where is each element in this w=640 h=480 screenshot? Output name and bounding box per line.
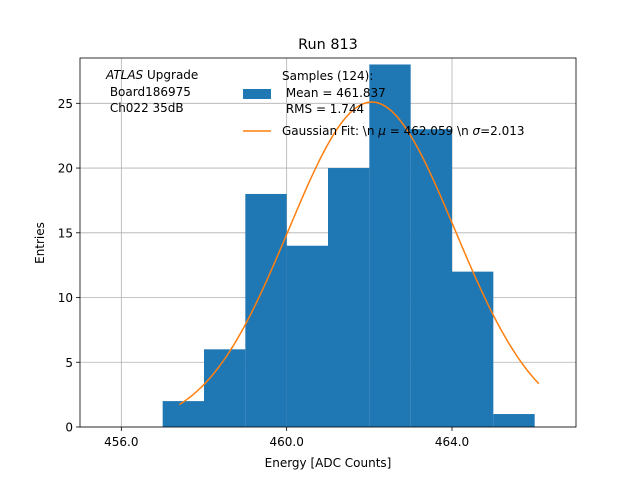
histogram-bar-3 (245, 193, 287, 427)
board-label: Board186975 (106, 85, 191, 99)
legend: Samples (124): Mean = 461.837 RMS = 1.74… (243, 69, 525, 138)
y-tick-label-0: 0 (65, 421, 73, 435)
atlas-label: ATLAS Upgrade (105, 68, 198, 82)
histogram-bar-5 (328, 168, 370, 428)
histogram-bar-4 (286, 245, 328, 427)
histogram-bar-2 (204, 349, 246, 427)
x-axis-ticks: 456.0 460.0 464.0 (104, 427, 469, 449)
histogram-bar-9 (493, 414, 535, 427)
y-axis-label: Entries (33, 222, 47, 264)
gaussian-fit-curve (178, 101, 540, 406)
plot-frame (79, 57, 577, 428)
legend-samples-line2: Mean = 461.837 (282, 86, 386, 100)
y-axis-ticks: 0 5 10 15 20 25 (58, 97, 80, 435)
histogram-bar-6 (369, 64, 411, 427)
legend-fit-label: Gaussian Fit: \n μ = 462.059 \n σ=2.013 (282, 124, 525, 138)
y-tick-label-5: 25 (58, 97, 73, 111)
legend-samples-line3: RMS = 1.744 (282, 102, 364, 116)
y-tick-label-2: 10 (58, 291, 73, 305)
histogram-bars (162, 64, 535, 428)
x-tick-label-0: 456.0 (104, 435, 138, 449)
histogram-bar-1 (162, 401, 204, 427)
y-tick-label-4: 20 (58, 162, 73, 176)
legend-samples-line1: Samples (124): (282, 69, 373, 83)
histogram-bar-8 (452, 271, 494, 427)
y-tick-label-1: 5 (65, 356, 73, 370)
x-tick-label-2: 464.0 (435, 435, 469, 449)
x-axis-label: Energy [ADC Counts] (265, 456, 392, 470)
chart-title: Run 813 (298, 37, 358, 53)
y-tick-label-3: 15 (58, 226, 73, 240)
atlas-annotation: ATLAS Upgrade Board186975 Ch022 35dB (105, 68, 198, 115)
legend-samples-patch (243, 89, 271, 99)
x-tick-label-1: 460.0 (269, 435, 303, 449)
channel-label: Ch022 35dB (106, 101, 184, 115)
histogram-bar-7 (410, 129, 452, 428)
